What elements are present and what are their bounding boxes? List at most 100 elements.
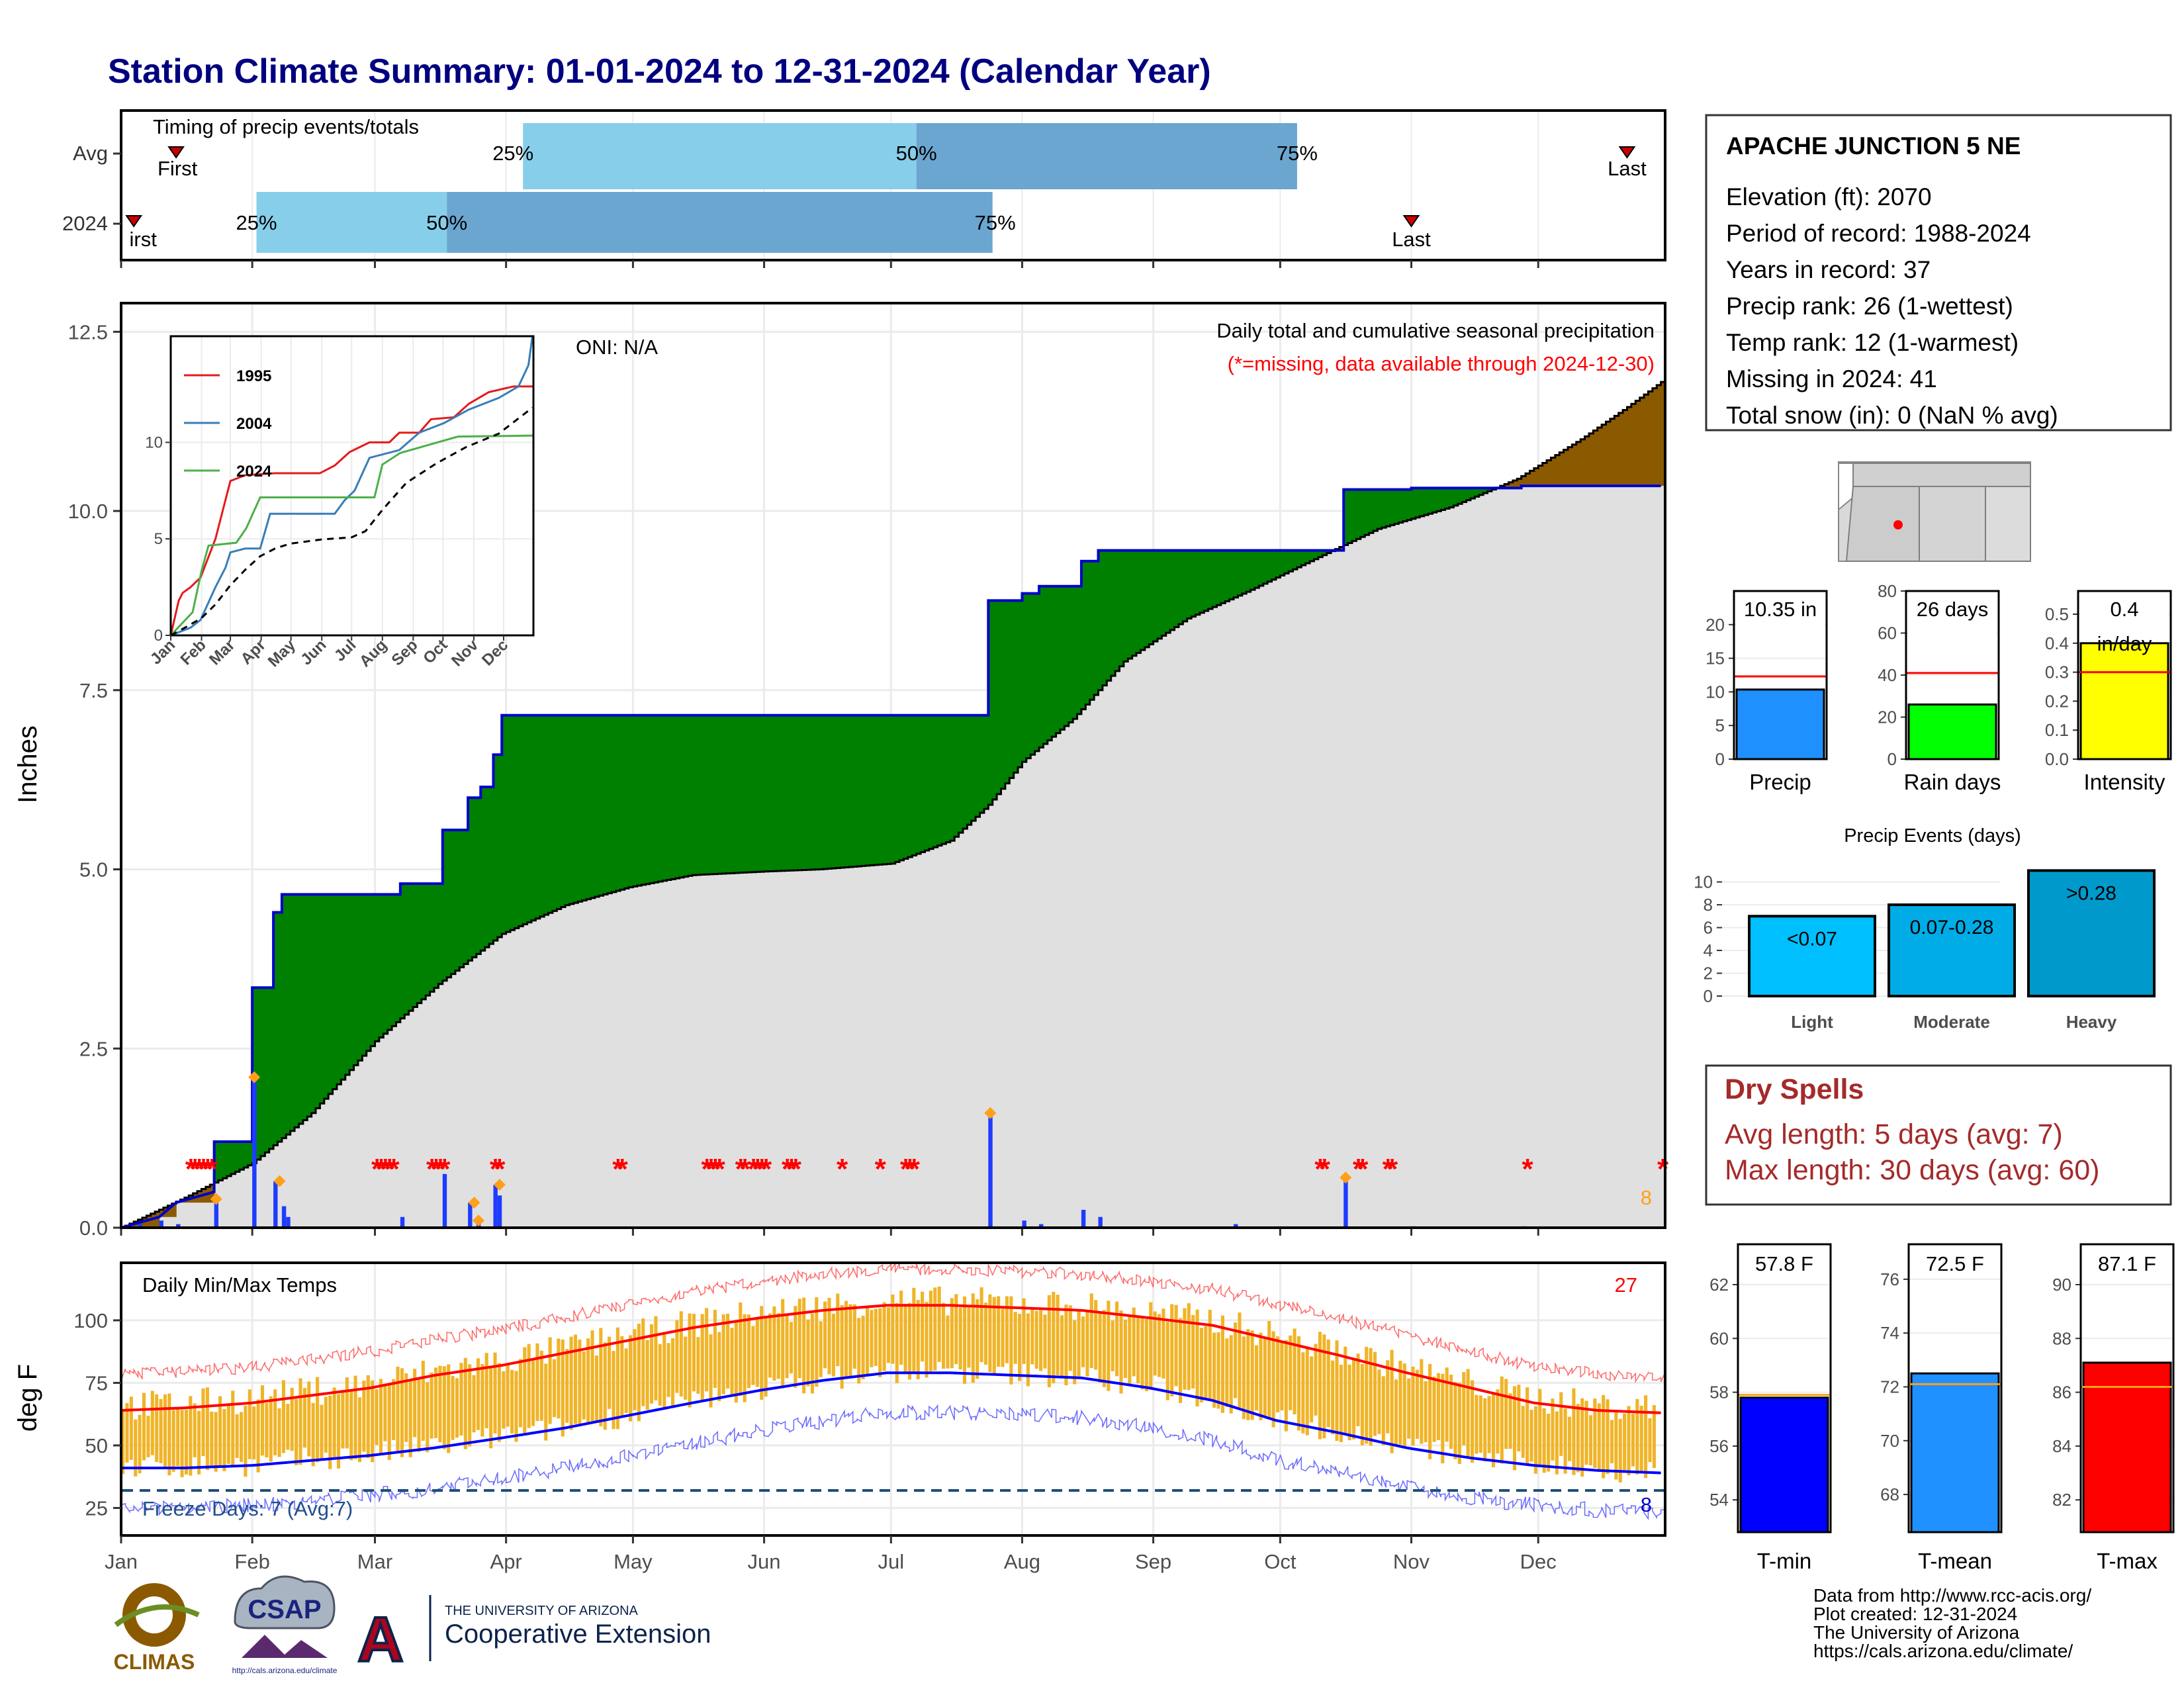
wet-anomaly-column <box>1183 550 1188 621</box>
map-arizona <box>1845 486 1920 562</box>
daily-temp-range-bar <box>548 1337 552 1424</box>
total-value-label-bg <box>2081 594 2168 635</box>
wet-anomaly-column <box>1212 550 1218 608</box>
daily-temp-range-bar <box>899 1291 903 1365</box>
missing-day-marker: * <box>1319 1153 1331 1185</box>
daily-temp-range-bar <box>603 1342 607 1430</box>
daily-temp-range-bar <box>1081 1316 1085 1367</box>
wet-anomaly-column <box>1432 488 1437 513</box>
csap-url: http://cals.arizona.edu/climate <box>232 1666 338 1675</box>
daily-temp-range-bar <box>1449 1374 1453 1449</box>
daily-temp-range-bar <box>1301 1352 1305 1434</box>
daily-temp-range-bar <box>476 1358 480 1430</box>
wet-anomaly-column <box>755 715 760 872</box>
missing-day-marker: * <box>837 1153 848 1185</box>
wet-anomaly-column <box>332 894 338 1089</box>
wet-anomaly-column <box>1068 586 1073 723</box>
wet-anomaly-column <box>535 715 541 919</box>
daily-temp-range-bar <box>992 1297 996 1375</box>
ua-bottom-text: Cooperative Extension <box>445 1620 711 1649</box>
daily-temp-range-bar <box>480 1364 484 1437</box>
wet-anomaly-column <box>1289 550 1294 572</box>
missing-day-marker: * <box>426 1153 438 1185</box>
daily-temp-range-bar <box>1373 1351 1377 1436</box>
precip-daily-bars <box>138 1071 1526 1228</box>
timing-marker-triangle <box>125 215 143 228</box>
wet-anomaly-column <box>1343 489 1349 545</box>
missing-day-marker: * <box>193 1153 205 1185</box>
wet-anomaly-column <box>514 715 520 929</box>
wet-anomaly-column <box>578 715 583 902</box>
wet-anomaly-column <box>222 1142 228 1179</box>
daily-temp-range-bar <box>417 1378 421 1452</box>
wet-anomaly-column <box>1394 489 1399 524</box>
temp-summary-frame <box>2079 1243 2175 1533</box>
missing-day-marker: * <box>439 1153 451 1185</box>
daily-temp-range-bar <box>1623 1413 1627 1471</box>
wet-anomaly-column <box>1085 561 1091 705</box>
wet-anomaly-column <box>895 715 900 862</box>
missing-day-marker: * <box>375 1153 387 1185</box>
wet-anomaly-column <box>336 894 341 1085</box>
missing-day-marker: * <box>612 1153 624 1185</box>
daily-temp-range-bar <box>1174 1304 1178 1387</box>
daily-temp-range-bar <box>1165 1322 1169 1400</box>
missing-day-marker: * <box>617 1153 629 1185</box>
climas-logo-inner <box>136 1596 173 1633</box>
wet-anomaly-column <box>615 715 621 891</box>
daily-temp-range-bar <box>1390 1349 1394 1453</box>
station-line: Precip rank: 26 (1-wettest) <box>1726 293 2013 320</box>
daily-temp-range-bar <box>497 1363 501 1442</box>
missing-day-marker: * <box>790 1153 802 1185</box>
daily-temp-range-bar <box>878 1308 882 1377</box>
daily-temp-range-bar <box>1335 1340 1339 1441</box>
missing-day-marker: * <box>384 1153 396 1185</box>
wet-anomaly-column <box>730 715 735 874</box>
dry-anomaly-column <box>142 1217 147 1228</box>
total-y-tick-label: 0 <box>1715 749 1725 769</box>
daily-temp-range-bar <box>1157 1314 1161 1377</box>
total-y-tick-label: 10 <box>1706 682 1725 702</box>
daily-temp-range-bar <box>1107 1301 1111 1391</box>
daily-temp-range-bar <box>983 1303 988 1365</box>
wet-anomaly-column <box>739 715 744 873</box>
daily-temp-range-bar <box>387 1384 391 1461</box>
temp-y-axis-label: deg F <box>13 1364 42 1432</box>
daily-temp-range-bar <box>235 1414 239 1459</box>
missing-day-marker: * <box>185 1153 197 1185</box>
wet-anomaly-column <box>362 894 367 1056</box>
dry-anomaly-column <box>1661 382 1666 486</box>
wet-anomaly-column <box>1386 489 1391 527</box>
daily-temp-range-bar <box>700 1314 704 1402</box>
daily-temp-range-bar <box>396 1366 400 1451</box>
daily-temp-range-bar <box>544 1363 548 1441</box>
daily-temp-range-bar <box>1170 1304 1174 1396</box>
wet-anomaly-column <box>1356 489 1361 539</box>
daily-temp-range-bar <box>1280 1341 1284 1410</box>
wet-anomaly-column <box>392 894 397 1027</box>
wet-anomaly-column <box>1170 550 1175 630</box>
temp-summary-name-label: T-min <box>1757 1549 1812 1573</box>
daily-temp-range-bar <box>594 1355 598 1422</box>
daily-temp-range-bar <box>1352 1358 1356 1440</box>
daily-temp-range-bar <box>1275 1336 1280 1413</box>
record-low-line <box>120 1404 1666 1521</box>
daily-temp-range-bar <box>929 1291 933 1371</box>
station-line: Elevation (ft): 2070 <box>1726 183 1932 210</box>
wet-anomaly-column <box>1254 550 1259 588</box>
inset-series-line <box>170 336 533 637</box>
wet-anomaly-column <box>921 715 926 852</box>
daily-temp-range-bar <box>1521 1406 1525 1458</box>
wet-anomaly-column <box>231 1142 236 1174</box>
dry-anomaly-column <box>1588 433 1594 486</box>
dry-anomaly-column <box>1639 397 1645 486</box>
daily-temp-range-bar <box>1572 1388 1576 1475</box>
daily-temp-range-bar <box>1060 1315 1064 1378</box>
wet-anomaly-column <box>320 894 325 1104</box>
daily-temp-range-bar <box>184 1409 188 1475</box>
daily-temp-range-bar <box>743 1314 747 1402</box>
missing-day-marker: * <box>388 1153 400 1185</box>
daily-temp-range-bar <box>1259 1332 1263 1420</box>
daily-temp-range-bar <box>713 1310 717 1388</box>
daily-temp-range-bar <box>1398 1360 1402 1445</box>
